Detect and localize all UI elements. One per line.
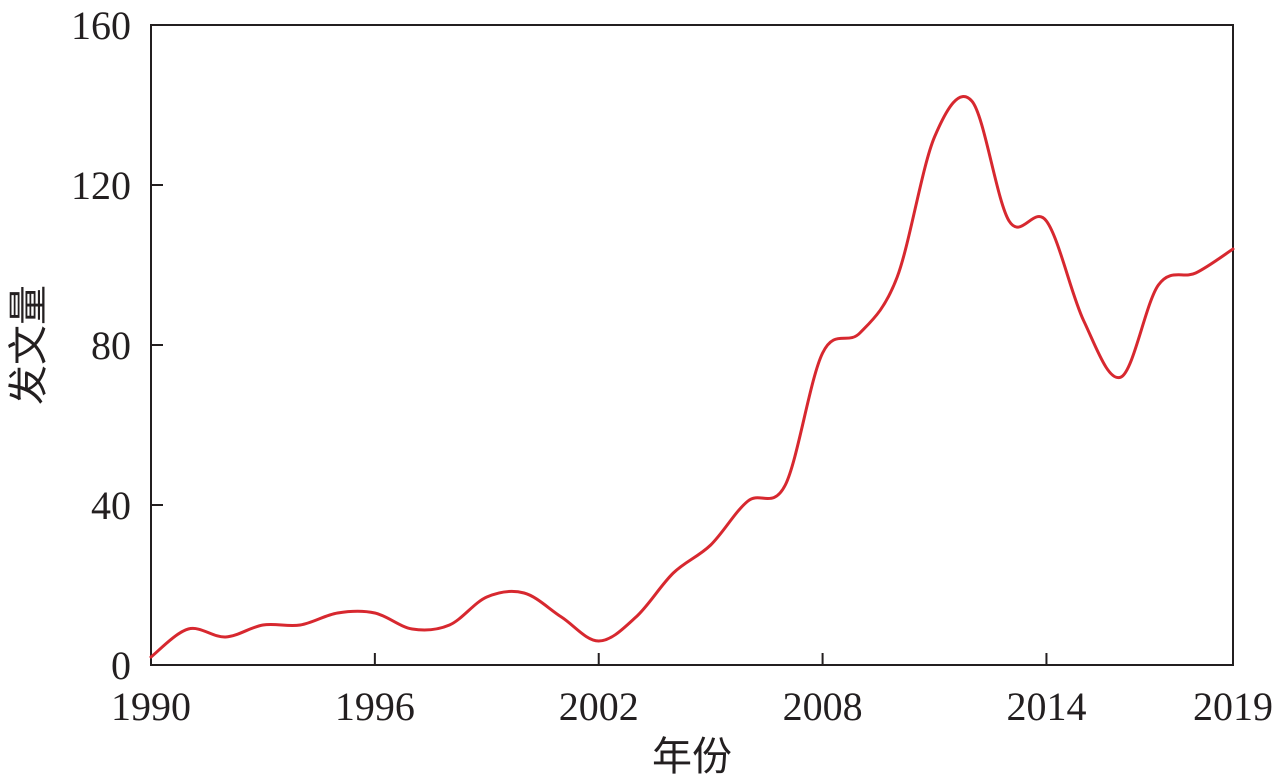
x-tick-label: 2002	[559, 684, 639, 729]
x-tick-label: 1996	[335, 684, 415, 729]
y-tick-label: 160	[71, 3, 131, 48]
plot-frame	[150, 24, 1234, 666]
x-axis-ticks: 1990 1996 2002 2008 2014 2019	[111, 653, 1273, 729]
x-tick-label: 2014	[1006, 684, 1086, 729]
y-axis-title: 发文量	[6, 285, 52, 405]
y-tick-label: 120	[71, 163, 131, 208]
x-axis-title: 年份	[652, 734, 732, 780]
x-tick-label: 1990	[111, 684, 191, 729]
x-tick-label: 2019	[1193, 684, 1273, 729]
y-tick-label: 80	[91, 323, 131, 368]
y-tick-label: 40	[91, 483, 131, 528]
y-tick-label: 0	[111, 643, 131, 688]
y-axis-ticks: 0 40 80 120 160	[71, 3, 163, 688]
x-tick-label: 2008	[783, 684, 863, 729]
series-line	[149, 95, 1235, 659]
